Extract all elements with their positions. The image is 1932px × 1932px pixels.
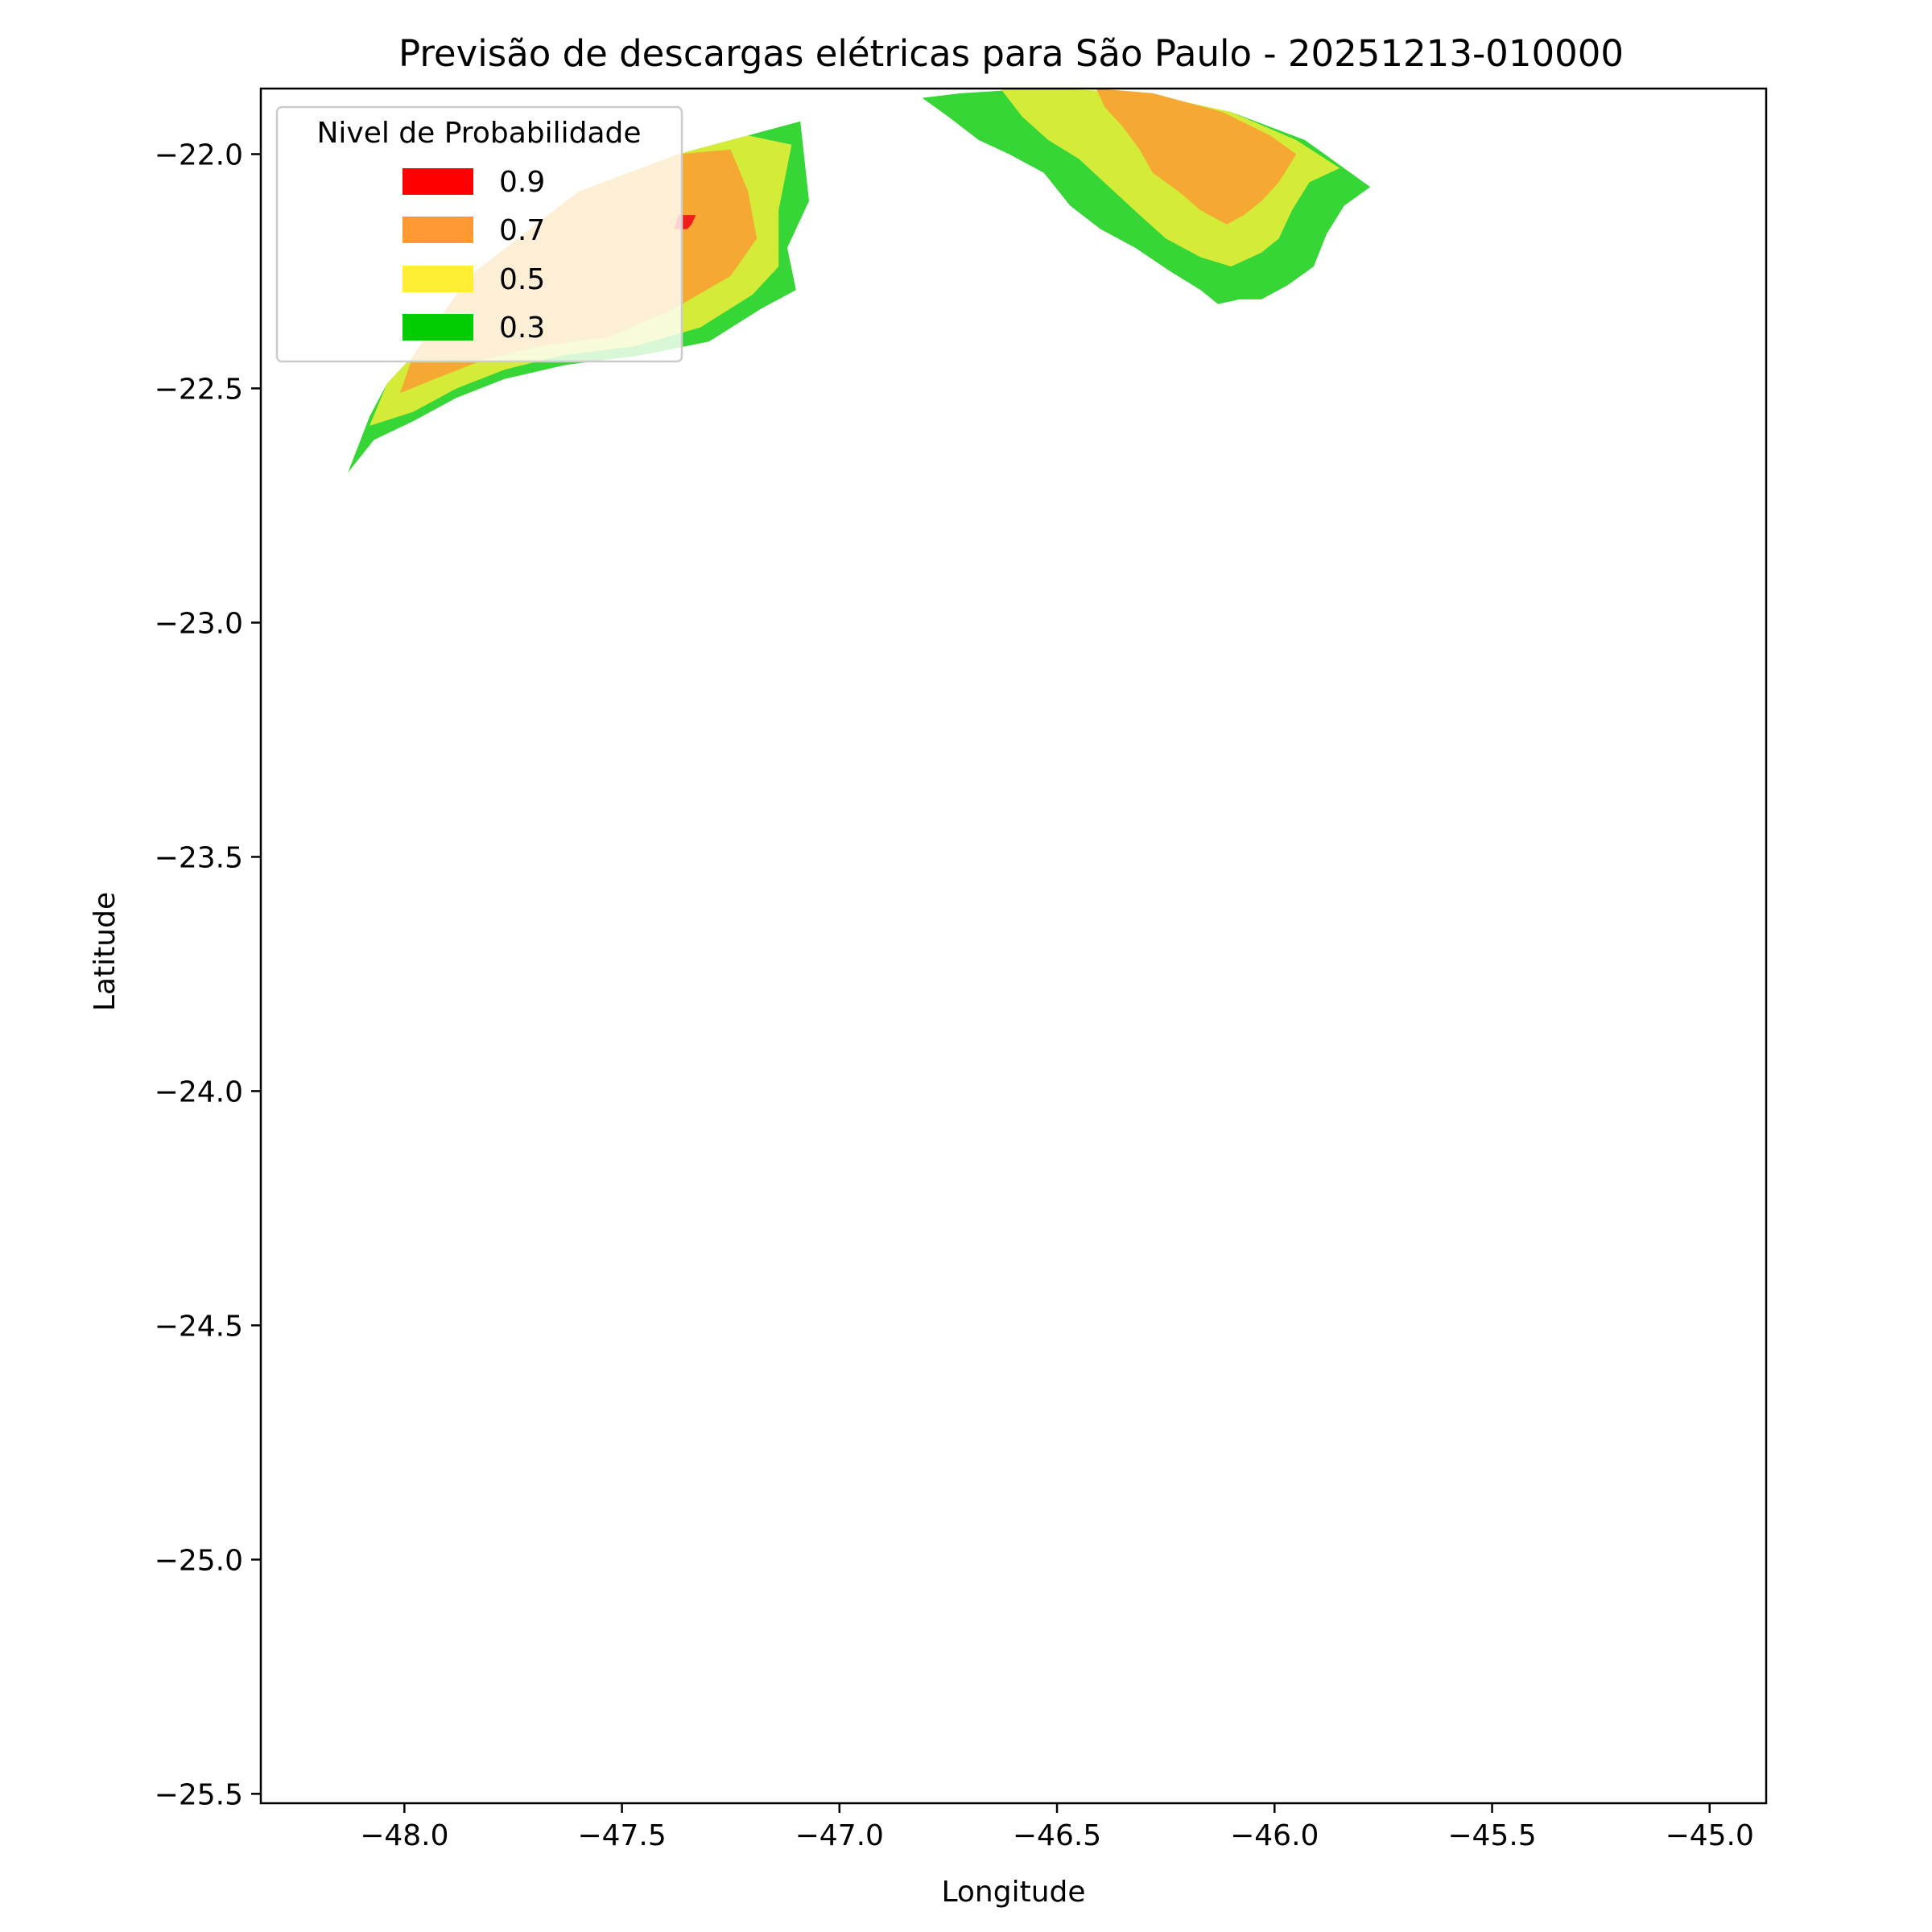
y-tick-label: −24.5 [155, 1310, 243, 1343]
y-axis-ticks: −22.0 −22.5 −23.0 −23.5 −24.0 −24.5 −25.0 −25.5 [155, 138, 261, 1811]
legend-swatch-0.3 [402, 314, 473, 341]
x-tick-label: −47.0 [795, 1819, 884, 1852]
legend-swatch-0.5 [402, 266, 473, 292]
y-tick-label: −23.0 [155, 607, 243, 640]
legend-label-0.9: 0.9 [499, 166, 545, 199]
legend-label-0.7: 0.7 [499, 214, 545, 247]
x-tick-label: −46.0 [1230, 1819, 1319, 1852]
y-tick-label: −22.0 [155, 138, 243, 171]
legend-swatch-0.7 [402, 217, 473, 243]
legend: Nivel de Probabilidade 0.9 0.7 0.5 0.3 [275, 105, 683, 363]
axes-frame [259, 87, 1768, 1805]
y-tick-label: −25.5 [155, 1778, 243, 1811]
y-tick-label: −23.5 [155, 841, 243, 874]
legend-frame [275, 105, 683, 363]
y-axis-label: Latitude [89, 892, 122, 1011]
legend-label-0.5: 0.5 [499, 263, 545, 296]
x-tick-label: −48.0 [360, 1819, 448, 1852]
legend-label-0.3: 0.3 [499, 312, 545, 345]
legend-title: Nivel de Probabilidade [316, 117, 641, 150]
east-cell [922, 89, 1371, 304]
y-tick-label: −22.5 [155, 373, 243, 406]
chart-title: Previsão de descargas elétricas para São… [398, 32, 1624, 75]
x-axis-label: Longitude [941, 1876, 1085, 1909]
x-tick-label: −45.5 [1447, 1819, 1536, 1852]
east-cell-level-0.7 [1096, 89, 1297, 225]
legend-swatch-0.9 [402, 168, 473, 195]
x-tick-label: −46.5 [1013, 1819, 1101, 1852]
x-axis-ticks: −48.0 −47.5 −47.0 −46.5 −46.0 −45.5 −45.0 [360, 1803, 1754, 1852]
x-tick-label: −47.5 [577, 1819, 666, 1852]
y-tick-label: −24.0 [155, 1075, 243, 1108]
x-tick-label: −45.0 [1666, 1819, 1754, 1852]
y-tick-label: −25.0 [155, 1544, 243, 1577]
